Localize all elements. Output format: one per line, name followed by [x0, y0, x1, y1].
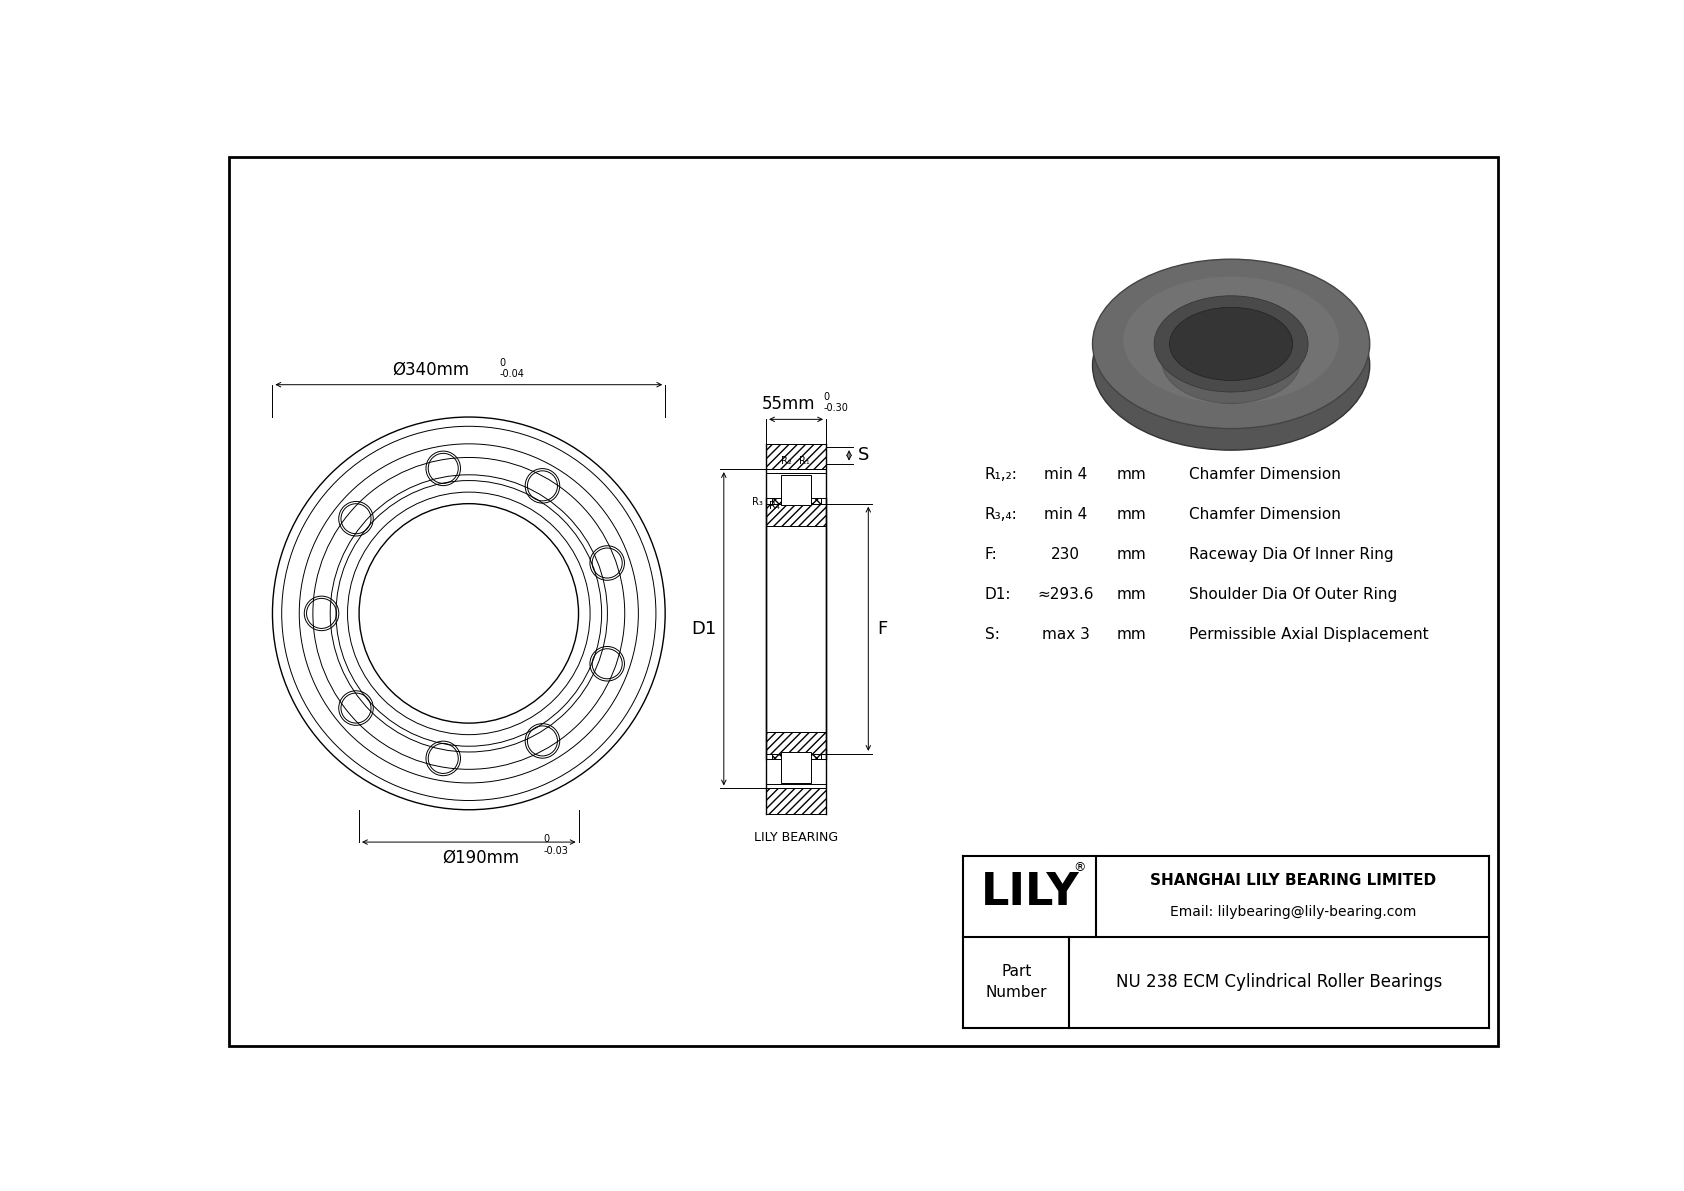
Bar [766, 444, 825, 469]
Bar [766, 788, 825, 813]
Ellipse shape [1123, 276, 1339, 404]
Text: mm: mm [1116, 587, 1145, 603]
Bar [766, 444, 825, 469]
Bar [771, 498, 820, 504]
Text: F: F [877, 619, 887, 638]
Text: R₄: R₄ [770, 501, 780, 511]
Ellipse shape [1162, 301, 1300, 386]
Text: mm: mm [1116, 548, 1145, 562]
Text: Part
Number: Part Number [985, 965, 1047, 1000]
Ellipse shape [1162, 318, 1300, 404]
Text: 0: 0 [500, 357, 505, 368]
Text: R₂: R₂ [781, 456, 791, 466]
Text: 230: 230 [1051, 548, 1079, 562]
Text: min 4: min 4 [1044, 507, 1088, 523]
Text: F:: F: [985, 548, 997, 562]
Bar [766, 732, 825, 754]
Bar [766, 788, 825, 813]
Text: min 4: min 4 [1044, 467, 1088, 482]
Text: R₁,₂:: R₁,₂: [985, 467, 1017, 482]
Text: 0: 0 [823, 392, 830, 403]
Text: 0: 0 [544, 834, 549, 843]
Text: Ø190mm: Ø190mm [441, 848, 519, 866]
Text: R₁: R₁ [800, 456, 810, 466]
Text: Shoulder Dia Of Outer Ring: Shoulder Dia Of Outer Ring [1189, 587, 1398, 603]
Ellipse shape [1169, 307, 1293, 380]
Text: Ø340mm: Ø340mm [392, 361, 468, 379]
Bar [781, 753, 812, 782]
Text: -0.30: -0.30 [823, 404, 849, 413]
Text: NU 238 ECM Cylindrical Roller Bearings: NU 238 ECM Cylindrical Roller Bearings [1116, 973, 1443, 991]
Ellipse shape [1154, 295, 1308, 392]
Text: mm: mm [1116, 467, 1145, 482]
Text: R₃,₄:: R₃,₄: [985, 507, 1017, 523]
Text: S: S [859, 447, 869, 464]
Text: R₃: R₃ [753, 497, 763, 506]
Text: Email: lilybearing@lily-bearing.com: Email: lilybearing@lily-bearing.com [1169, 905, 1416, 918]
Text: LILY BEARING: LILY BEARING [754, 830, 839, 843]
Text: D1:: D1: [985, 587, 1010, 603]
Ellipse shape [1093, 260, 1369, 429]
Bar [781, 475, 812, 505]
Text: mm: mm [1116, 628, 1145, 642]
Text: Raceway Dia Of Inner Ring: Raceway Dia Of Inner Ring [1189, 548, 1393, 562]
Bar [766, 732, 825, 754]
Text: mm: mm [1116, 507, 1145, 523]
Bar [771, 754, 820, 759]
Bar [766, 504, 825, 525]
Text: 55mm: 55mm [761, 395, 815, 413]
Text: SHANGHAI LILY BEARING LIMITED: SHANGHAI LILY BEARING LIMITED [1150, 873, 1436, 888]
Text: S:: S: [985, 628, 1000, 642]
Text: Chamfer Dimension: Chamfer Dimension [1189, 467, 1340, 482]
Text: Permissible Axial Displacement: Permissible Axial Displacement [1189, 628, 1428, 642]
Ellipse shape [1093, 281, 1369, 450]
Bar [766, 504, 825, 525]
Text: -0.04: -0.04 [500, 368, 524, 379]
Text: ≈293.6: ≈293.6 [1037, 587, 1095, 603]
Text: -0.03: -0.03 [544, 846, 569, 856]
Bar [771, 754, 820, 759]
Text: D1: D1 [690, 619, 716, 638]
Text: max 3: max 3 [1042, 628, 1090, 642]
Text: ®: ® [1073, 861, 1086, 874]
Text: Chamfer Dimension: Chamfer Dimension [1189, 507, 1340, 523]
Text: LILY: LILY [980, 871, 1079, 913]
Bar [771, 498, 820, 504]
